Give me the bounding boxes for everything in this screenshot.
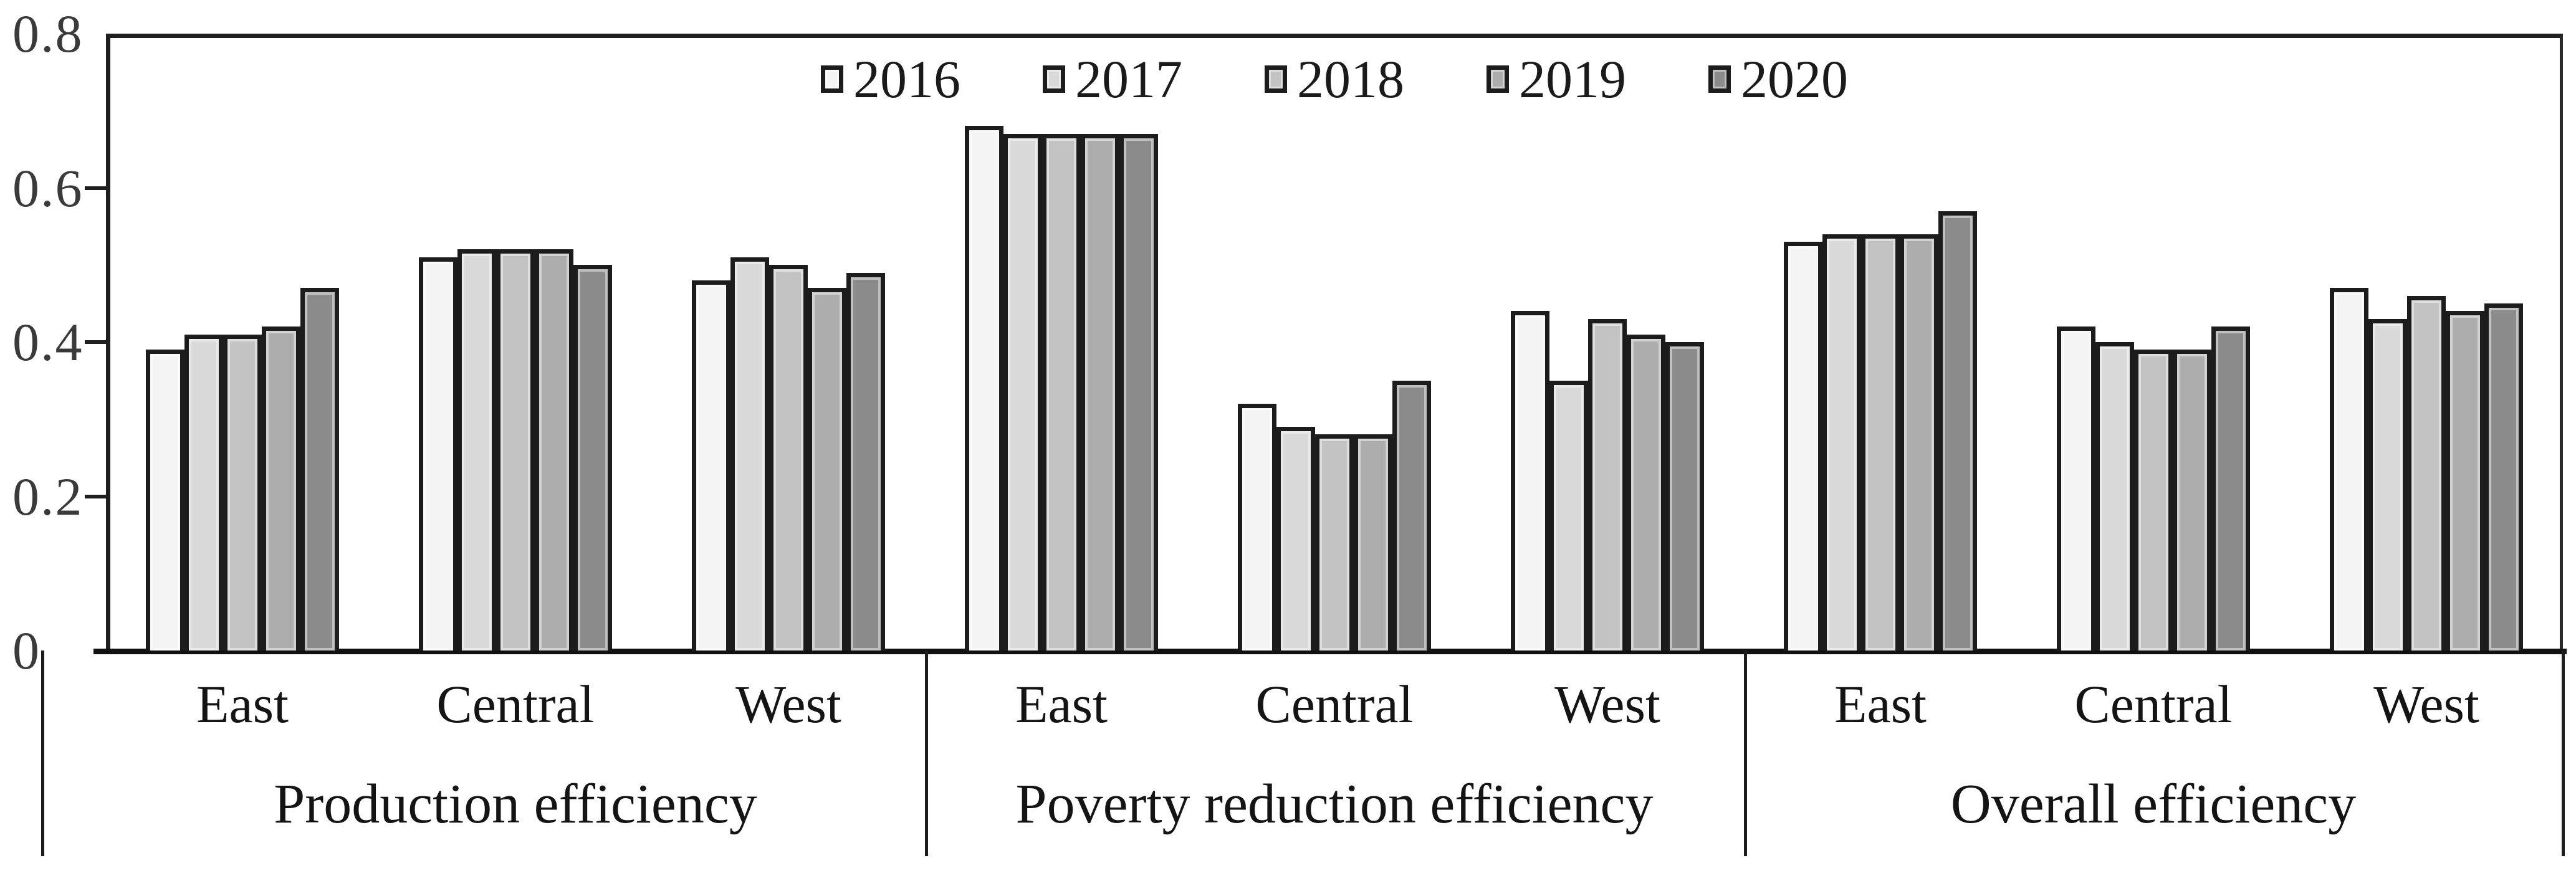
bar-2020-overall-efficiency-east <box>1938 211 1977 651</box>
bar-2020-production-efficiency-central <box>573 265 612 651</box>
bar-2018-production-efficiency-west <box>769 265 808 651</box>
region-label-row: East Central West East Central West East Centra… <box>106 654 2563 754</box>
bar-2018-poverty-reduction-efficiency-central <box>1315 434 1354 651</box>
bar-2019-overall-efficiency-central <box>2173 350 2211 651</box>
bar-2020-overall-efficiency-central <box>2211 326 2250 651</box>
bar-2018-poverty-reduction-efficiency-east <box>1042 134 1081 651</box>
y-axis-tick-label: 0 <box>12 621 41 680</box>
category-table-divider <box>2562 651 2565 856</box>
bar-2017-overall-efficiency-east <box>1822 234 1861 651</box>
legend-label: 2020 <box>1741 49 1848 109</box>
y-axis-tick-label: 0.4 <box>12 312 84 372</box>
bar-2019-production-efficiency-east <box>262 326 300 651</box>
bar-2017-overall-efficiency-west <box>2368 319 2407 651</box>
bar-2018-production-efficiency-central <box>496 249 535 651</box>
bar-2017-production-efficiency-west <box>730 257 769 651</box>
category-slot <box>2017 34 2290 651</box>
x-axis-region-label: East <box>1015 674 1108 734</box>
bar-2019-production-efficiency-west <box>808 288 846 651</box>
y-axis-tick <box>85 186 106 190</box>
bar-2016-production-efficiency-central <box>419 257 457 651</box>
bar-2018-overall-efficiency-central <box>2134 350 2173 651</box>
legend-item-2019: 2019 <box>1487 52 1626 106</box>
y-axis-tick <box>85 494 106 498</box>
x-axis-group-label: Overall efficiency <box>1950 773 2357 835</box>
bar-2016-poverty-reduction-efficiency-west <box>1511 311 1549 651</box>
bar-2019-overall-efficiency-west <box>2446 311 2484 651</box>
bar-2020-production-efficiency-west <box>846 273 885 651</box>
legend-swatch-icon <box>1708 65 1731 93</box>
y-axis-tick-label: 0.2 <box>12 466 84 527</box>
category-slot <box>1744 34 2017 651</box>
bar-2017-production-efficiency-central <box>457 249 496 651</box>
x-axis-region-label: Central <box>1255 674 1414 734</box>
bar-2019-poverty-reduction-efficiency-east <box>1081 134 1119 651</box>
x-axis-region-label: Central <box>2074 674 2233 734</box>
y-axis-tick-label: 0.6 <box>12 158 84 218</box>
legend-swatch-icon <box>821 65 843 93</box>
legend-label: 2016 <box>853 49 960 109</box>
legend-swatch-icon <box>1265 65 1287 93</box>
legend-item-2016: 2016 <box>821 52 960 106</box>
legend-swatch-icon <box>1487 65 1509 93</box>
bar-2016-overall-efficiency-west <box>2330 288 2368 651</box>
bar-2020-poverty-reduction-efficiency-west <box>1665 342 1704 651</box>
category-table-divider <box>925 651 928 856</box>
bar-2020-poverty-reduction-efficiency-east <box>1119 134 1158 651</box>
bar-2017-overall-efficiency-central <box>2095 342 2134 651</box>
x-axis-region-label: East <box>196 674 289 734</box>
legend-label: 2019 <box>1519 49 1626 109</box>
legend-label: 2017 <box>1075 49 1182 109</box>
category-slot <box>2290 34 2563 651</box>
bar-2019-overall-efficiency-east <box>1900 234 1938 651</box>
bar-2019-poverty-reduction-efficiency-central <box>1354 434 1392 651</box>
legend-item-2017: 2017 <box>1043 52 1182 106</box>
x-axis-group-label: Production efficiency <box>274 773 757 835</box>
x-axis-region-label: West <box>735 674 841 734</box>
bar-2020-overall-efficiency-west <box>2484 303 2523 651</box>
bar-2017-production-efficiency-east <box>184 335 223 651</box>
bar-2018-production-efficiency-east <box>223 335 262 651</box>
bar-2018-poverty-reduction-efficiency-west <box>1588 319 1627 651</box>
category-slot <box>106 34 379 651</box>
bar-2016-overall-efficiency-east <box>1784 242 1822 651</box>
legend-label: 2018 <box>1297 49 1404 109</box>
category-slot <box>379 34 652 651</box>
x-axis-line <box>93 649 2567 654</box>
bar-2020-production-efficiency-east <box>300 288 339 651</box>
bar-2017-poverty-reduction-efficiency-west <box>1549 381 1588 651</box>
bar-2016-poverty-reduction-efficiency-east <box>965 126 1003 651</box>
category-slot <box>652 34 925 651</box>
bar-2019-production-efficiency-central <box>535 249 573 651</box>
legend-swatch-icon <box>1043 65 1065 93</box>
chart-legend: 2016 2017 2018 2019 2020 <box>106 51 2563 107</box>
group-label-row: Production efficiency Poverty reduction e… <box>106 754 2563 854</box>
x-axis-region-label: West <box>1554 674 1660 734</box>
category-slot <box>925 34 1198 651</box>
x-axis-group-label: Poverty reduction efficiency <box>1015 773 1654 835</box>
x-axis-region-label: Central <box>436 674 595 734</box>
category-table-divider <box>41 651 44 856</box>
bar-2016-production-efficiency-east <box>146 350 184 651</box>
bar-2017-poverty-reduction-efficiency-central <box>1276 427 1315 651</box>
category-slot <box>1198 34 1471 651</box>
legend-item-2018: 2018 <box>1265 52 1404 106</box>
legend-item-2020: 2020 <box>1708 52 1848 106</box>
y-axis-tick <box>85 340 106 344</box>
bar-2016-overall-efficiency-central <box>2057 326 2095 651</box>
x-axis-region-label: East <box>1834 674 1927 734</box>
bar-2016-production-efficiency-west <box>692 280 730 651</box>
bar-2020-poverty-reduction-efficiency-central <box>1392 381 1431 651</box>
bar-2018-overall-efficiency-east <box>1861 234 1900 651</box>
bar-2016-poverty-reduction-efficiency-central <box>1238 404 1276 651</box>
x-axis-region-label: West <box>2373 674 2479 734</box>
bar-2019-poverty-reduction-efficiency-west <box>1627 335 1665 651</box>
category-table-divider <box>1744 651 1747 856</box>
y-axis-tick-label: 0.8 <box>12 4 84 64</box>
bar-2018-overall-efficiency-west <box>2407 296 2446 651</box>
bar-2017-poverty-reduction-efficiency-east <box>1003 134 1042 651</box>
category-slot <box>1471 34 1744 651</box>
